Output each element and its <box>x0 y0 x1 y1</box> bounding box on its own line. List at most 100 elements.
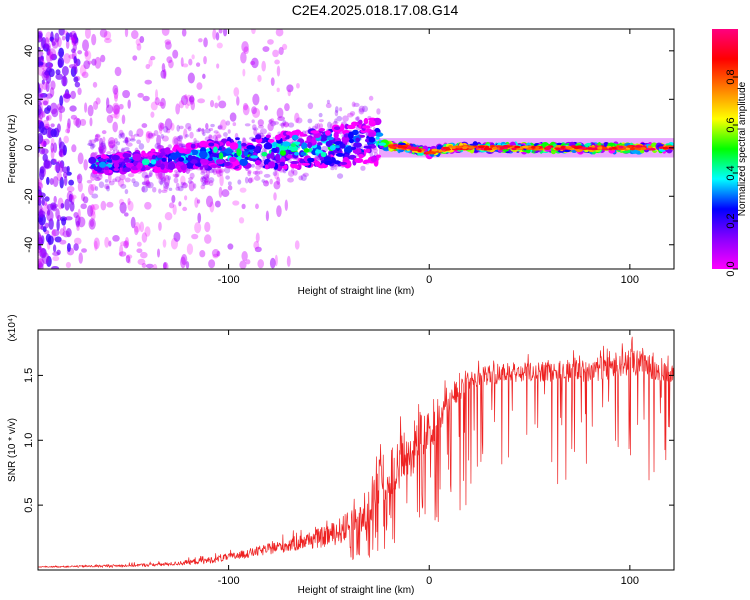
halo-blob <box>354 116 360 121</box>
noise-blob <box>136 248 143 254</box>
noise-blob <box>70 114 78 120</box>
halo-blob <box>253 128 258 136</box>
halo-blob <box>302 172 309 177</box>
noise-blob <box>238 217 245 224</box>
noise-blob <box>56 249 61 256</box>
core-blob <box>400 145 407 149</box>
noise-blob <box>81 248 87 253</box>
noise-blob <box>209 201 215 213</box>
ridge-blob <box>282 141 291 147</box>
noise-blob <box>61 65 69 76</box>
ridge-blob <box>263 142 273 150</box>
noise-blob <box>158 221 162 231</box>
halo-blob <box>142 181 146 186</box>
noise-blob <box>112 102 120 115</box>
halo-blob <box>181 144 186 148</box>
halo-blob <box>94 186 99 192</box>
noise-blob <box>216 250 221 257</box>
noise-blob <box>184 195 188 201</box>
ridge-blob <box>223 148 233 155</box>
noise-blob <box>64 216 73 221</box>
halo-blob <box>204 128 211 134</box>
noise-blob <box>38 57 41 68</box>
core-blob <box>521 145 529 149</box>
noise-blob <box>194 197 199 208</box>
noise-blob <box>146 132 155 140</box>
halo-blob <box>93 137 99 143</box>
noise-blob <box>141 232 148 243</box>
noise-blob <box>263 180 270 187</box>
core-blob <box>555 147 561 151</box>
noise-blob <box>273 192 277 201</box>
core-blob <box>565 146 573 150</box>
ridge-blob <box>363 117 369 125</box>
core-blob <box>601 146 608 150</box>
ridge-blob <box>274 134 282 141</box>
noise-blob <box>83 60 91 70</box>
noise-blob <box>43 140 47 148</box>
noise-blob <box>135 38 142 46</box>
noise-blob <box>82 39 90 52</box>
halo-blob <box>88 139 93 147</box>
core-blob <box>545 146 553 149</box>
noise-blob <box>40 141 47 147</box>
noise-blob <box>38 260 43 269</box>
noise-blob <box>59 176 64 189</box>
halo-blob <box>358 105 365 113</box>
noise-blob <box>127 173 135 178</box>
halo-blob <box>94 174 100 179</box>
noise-blob <box>50 158 57 165</box>
noise-blob <box>182 63 189 68</box>
halo-blob <box>201 177 207 182</box>
noise-blob <box>164 39 172 45</box>
noise-blob <box>215 168 221 175</box>
noise-blob <box>46 203 54 211</box>
noise-blob <box>57 197 64 210</box>
noise-blob <box>150 55 156 61</box>
noise-blob <box>46 210 54 222</box>
ridge-blob <box>144 166 151 171</box>
noise-blob <box>127 99 131 109</box>
noise-blob <box>38 199 42 206</box>
noise-blob <box>125 255 131 263</box>
ridge-blob <box>178 148 187 154</box>
noise-blob <box>58 47 65 58</box>
noise-blob <box>173 231 181 242</box>
noise-blob <box>152 263 158 269</box>
core-blob <box>590 147 598 151</box>
noise-blob <box>196 199 201 204</box>
noise-blob <box>118 103 124 110</box>
halo-blob <box>351 101 356 108</box>
noise-blob <box>123 240 129 249</box>
ridge-blob <box>333 126 341 131</box>
ridge-blob <box>178 157 185 162</box>
noise-blob <box>212 29 217 40</box>
noise-blob <box>182 206 188 212</box>
ridge-blob <box>141 158 150 166</box>
noise-blob <box>274 170 279 180</box>
noise-blob <box>145 64 151 70</box>
noise-blob <box>133 222 141 233</box>
halo-blob <box>334 109 339 117</box>
noise-blob <box>117 178 125 187</box>
noise-blob <box>38 132 44 144</box>
ridge-blob <box>324 160 332 166</box>
noise-blob <box>139 35 145 44</box>
noise-blob <box>202 73 206 79</box>
noise-blob <box>64 198 70 211</box>
noise-blob <box>94 56 102 69</box>
noise-blob <box>46 114 52 121</box>
noise-blob <box>205 195 214 208</box>
core-blob <box>647 145 653 149</box>
halo-blob <box>280 122 285 129</box>
noise-blob <box>215 32 220 41</box>
ridge-blob <box>355 137 361 143</box>
ridge-blob <box>208 142 215 147</box>
noise-blob <box>42 153 48 162</box>
ridge-blob <box>370 155 377 162</box>
noise-blob <box>93 100 99 111</box>
ridge-blob <box>160 163 165 170</box>
ridge-blob <box>266 153 272 160</box>
noise-blob <box>77 181 83 193</box>
halo-blob <box>258 124 264 129</box>
